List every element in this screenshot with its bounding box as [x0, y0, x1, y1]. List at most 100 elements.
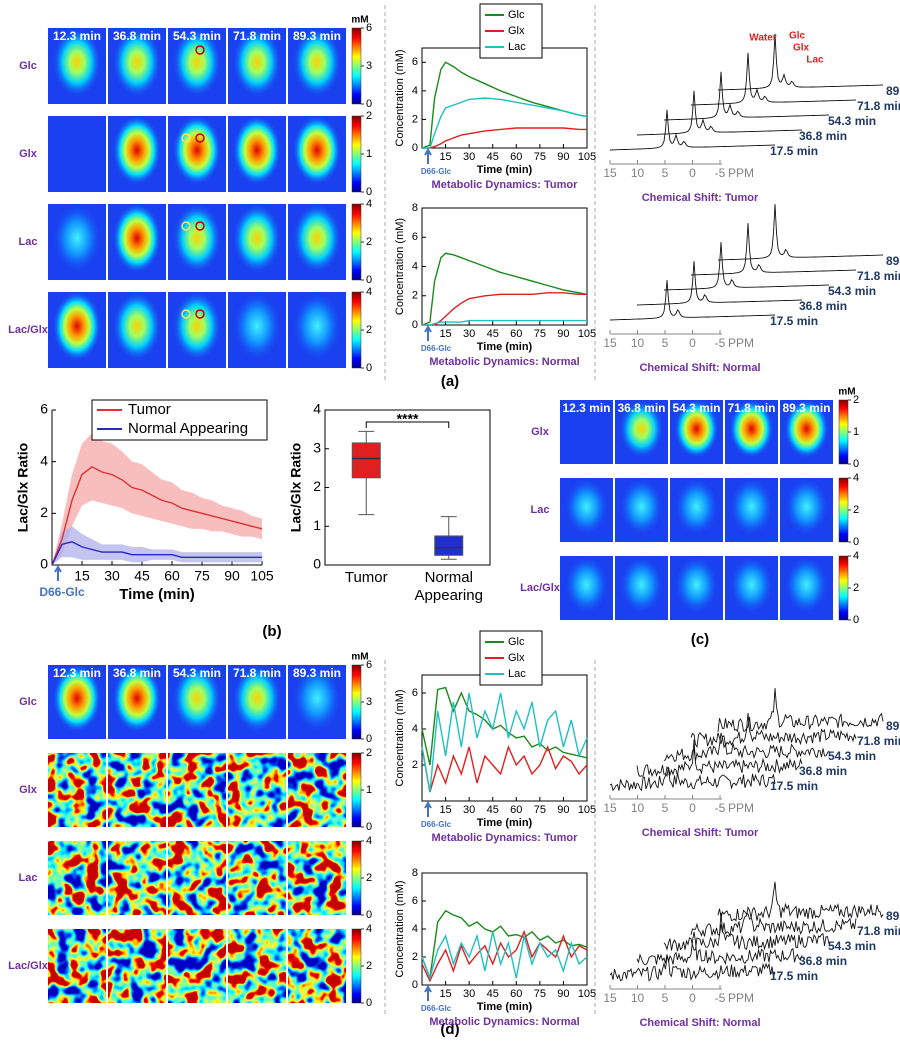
spectrum-time: 36.8 min [799, 299, 847, 313]
time-label: 36.8 min [113, 666, 161, 680]
colorbar-tick-label: 0 [853, 536, 859, 548]
x-tick-label: 60 [510, 988, 522, 1000]
colorbar-tick-label: 4 [366, 923, 372, 935]
heatmap-blob [112, 27, 162, 98]
time-label: 12.3 min [53, 666, 101, 680]
colorbar [838, 555, 849, 621]
plot-frame [324, 409, 491, 566]
heatmap-noise [288, 841, 346, 915]
y-tick-label: 8 [412, 867, 418, 879]
colorbar-tick-label: 4 [853, 550, 859, 562]
chart-caption: Metabolic Dynamics: Tumor [432, 179, 579, 191]
y-tick-label: 0 [412, 979, 418, 991]
row-label: Lac/Glx [8, 324, 49, 336]
ppm-tick-label: 0 [689, 991, 696, 1005]
injection-arrow [424, 325, 432, 341]
colorbar-tick-label: 0 [366, 274, 372, 286]
spectrum-trace [663, 912, 830, 952]
x-tick-label: 15 [74, 568, 90, 584]
ppm-tick-label: 0 [689, 166, 696, 180]
colorbar [351, 203, 362, 281]
box [434, 535, 464, 556]
spectrum-time: 89.3 min [886, 719, 900, 733]
roi-marker [195, 133, 205, 143]
colorbar-tick-label: 4 [366, 835, 372, 847]
heatmap-blob [232, 291, 282, 362]
colorbar-tick-label: 1 [366, 784, 372, 796]
colorbar [351, 928, 362, 1004]
colorbar-tick-label: 2 [366, 236, 372, 248]
colorbar-tick-label: 2 [853, 504, 859, 516]
colorbar-unit: mM [838, 387, 855, 398]
roi-marker [181, 221, 191, 231]
panel-label: (b) [262, 623, 281, 640]
spectrum-time: 89.3 min [886, 254, 900, 268]
colorbar-tick-label: 0 [366, 909, 372, 921]
spectrum-trace [609, 765, 776, 792]
heatmap-blob [674, 399, 719, 459]
row-label: Glc [19, 696, 37, 708]
time-label: 89.3 min [293, 29, 341, 43]
y-axis-label: Concentration (mM) [394, 689, 406, 786]
series-line [51, 541, 262, 566]
ppm-tick-label: -5 [715, 991, 726, 1005]
plot-frame [421, 872, 588, 986]
colorbar [351, 840, 362, 916]
heatmap-blob [292, 203, 342, 274]
ppm-tick-label: 5 [662, 991, 669, 1005]
injection-label: D66-Glc [421, 167, 452, 176]
y-tick-label: 6 [412, 687, 418, 699]
x-tick-label: 30 [104, 568, 120, 584]
heatmap-noise [108, 841, 166, 915]
y-tick-label: 6 [412, 231, 418, 243]
heatmap-image [560, 400, 613, 464]
x-axis-label: Time (min) [477, 1001, 533, 1013]
colorbar-tick-label: 2 [366, 960, 372, 972]
heatmap-blob [52, 27, 102, 98]
x-tick-label: 45 [487, 804, 499, 816]
x-tick-label: 105 [250, 568, 274, 584]
heatmap-blob [232, 27, 282, 98]
time-label: 89.3 min [782, 401, 830, 415]
peak-label: Glx [793, 43, 810, 54]
colorbar-tick-label: 2 [853, 394, 859, 406]
time-label: 12.3 min [53, 29, 101, 43]
spectrum-trace [690, 223, 857, 276]
x-tick-label: 45 [134, 568, 150, 584]
spectrum-trace [717, 688, 884, 733]
colorbar [838, 477, 849, 543]
time-label: 71.8 min [233, 666, 281, 680]
heatmap-blob [172, 27, 222, 98]
colorbar-tick-label: 4 [366, 198, 372, 210]
colorbar-tick-label: 0 [366, 997, 372, 1009]
spectrum-time: 54.3 min [828, 939, 876, 953]
peak-label: Water [749, 33, 777, 44]
ppm-tick-label: 0 [689, 336, 696, 350]
x-tick-label: 75 [534, 988, 546, 1000]
colorbar [351, 664, 362, 740]
plot-frame [421, 674, 588, 802]
colorbar-tick-label: 0 [853, 458, 859, 470]
y-tick-label: 4 [412, 260, 418, 272]
spectrum-time: 89.3 min [886, 909, 900, 923]
heatmap-noise [288, 753, 346, 827]
y-tick-label: 6 [412, 56, 418, 68]
colorbar [351, 291, 362, 369]
injection-arrow [424, 148, 432, 164]
time-label: 12.3 min [562, 401, 610, 415]
ppm-tick-label: 15 [603, 991, 617, 1005]
significance-bracket [365, 421, 450, 428]
ppm-tick-label: -5 [715, 336, 726, 350]
x-tick-label: 105 [578, 328, 596, 340]
spectrum-caption: Chemical Shift: Normal [639, 362, 760, 374]
series-line [422, 97, 588, 149]
ppm-tick-label: -5 [715, 801, 726, 815]
spectrum-time: 71.8 min [857, 924, 900, 938]
legend [91, 399, 268, 441]
roi-marker [195, 221, 205, 231]
x-tick-label: Tumor [344, 569, 388, 586]
time-label: 71.8 min [727, 401, 775, 415]
x-tick-label: 30 [463, 988, 475, 1000]
colorbar-tick-label: 0 [366, 733, 372, 745]
legend-label: Glc [508, 636, 525, 648]
